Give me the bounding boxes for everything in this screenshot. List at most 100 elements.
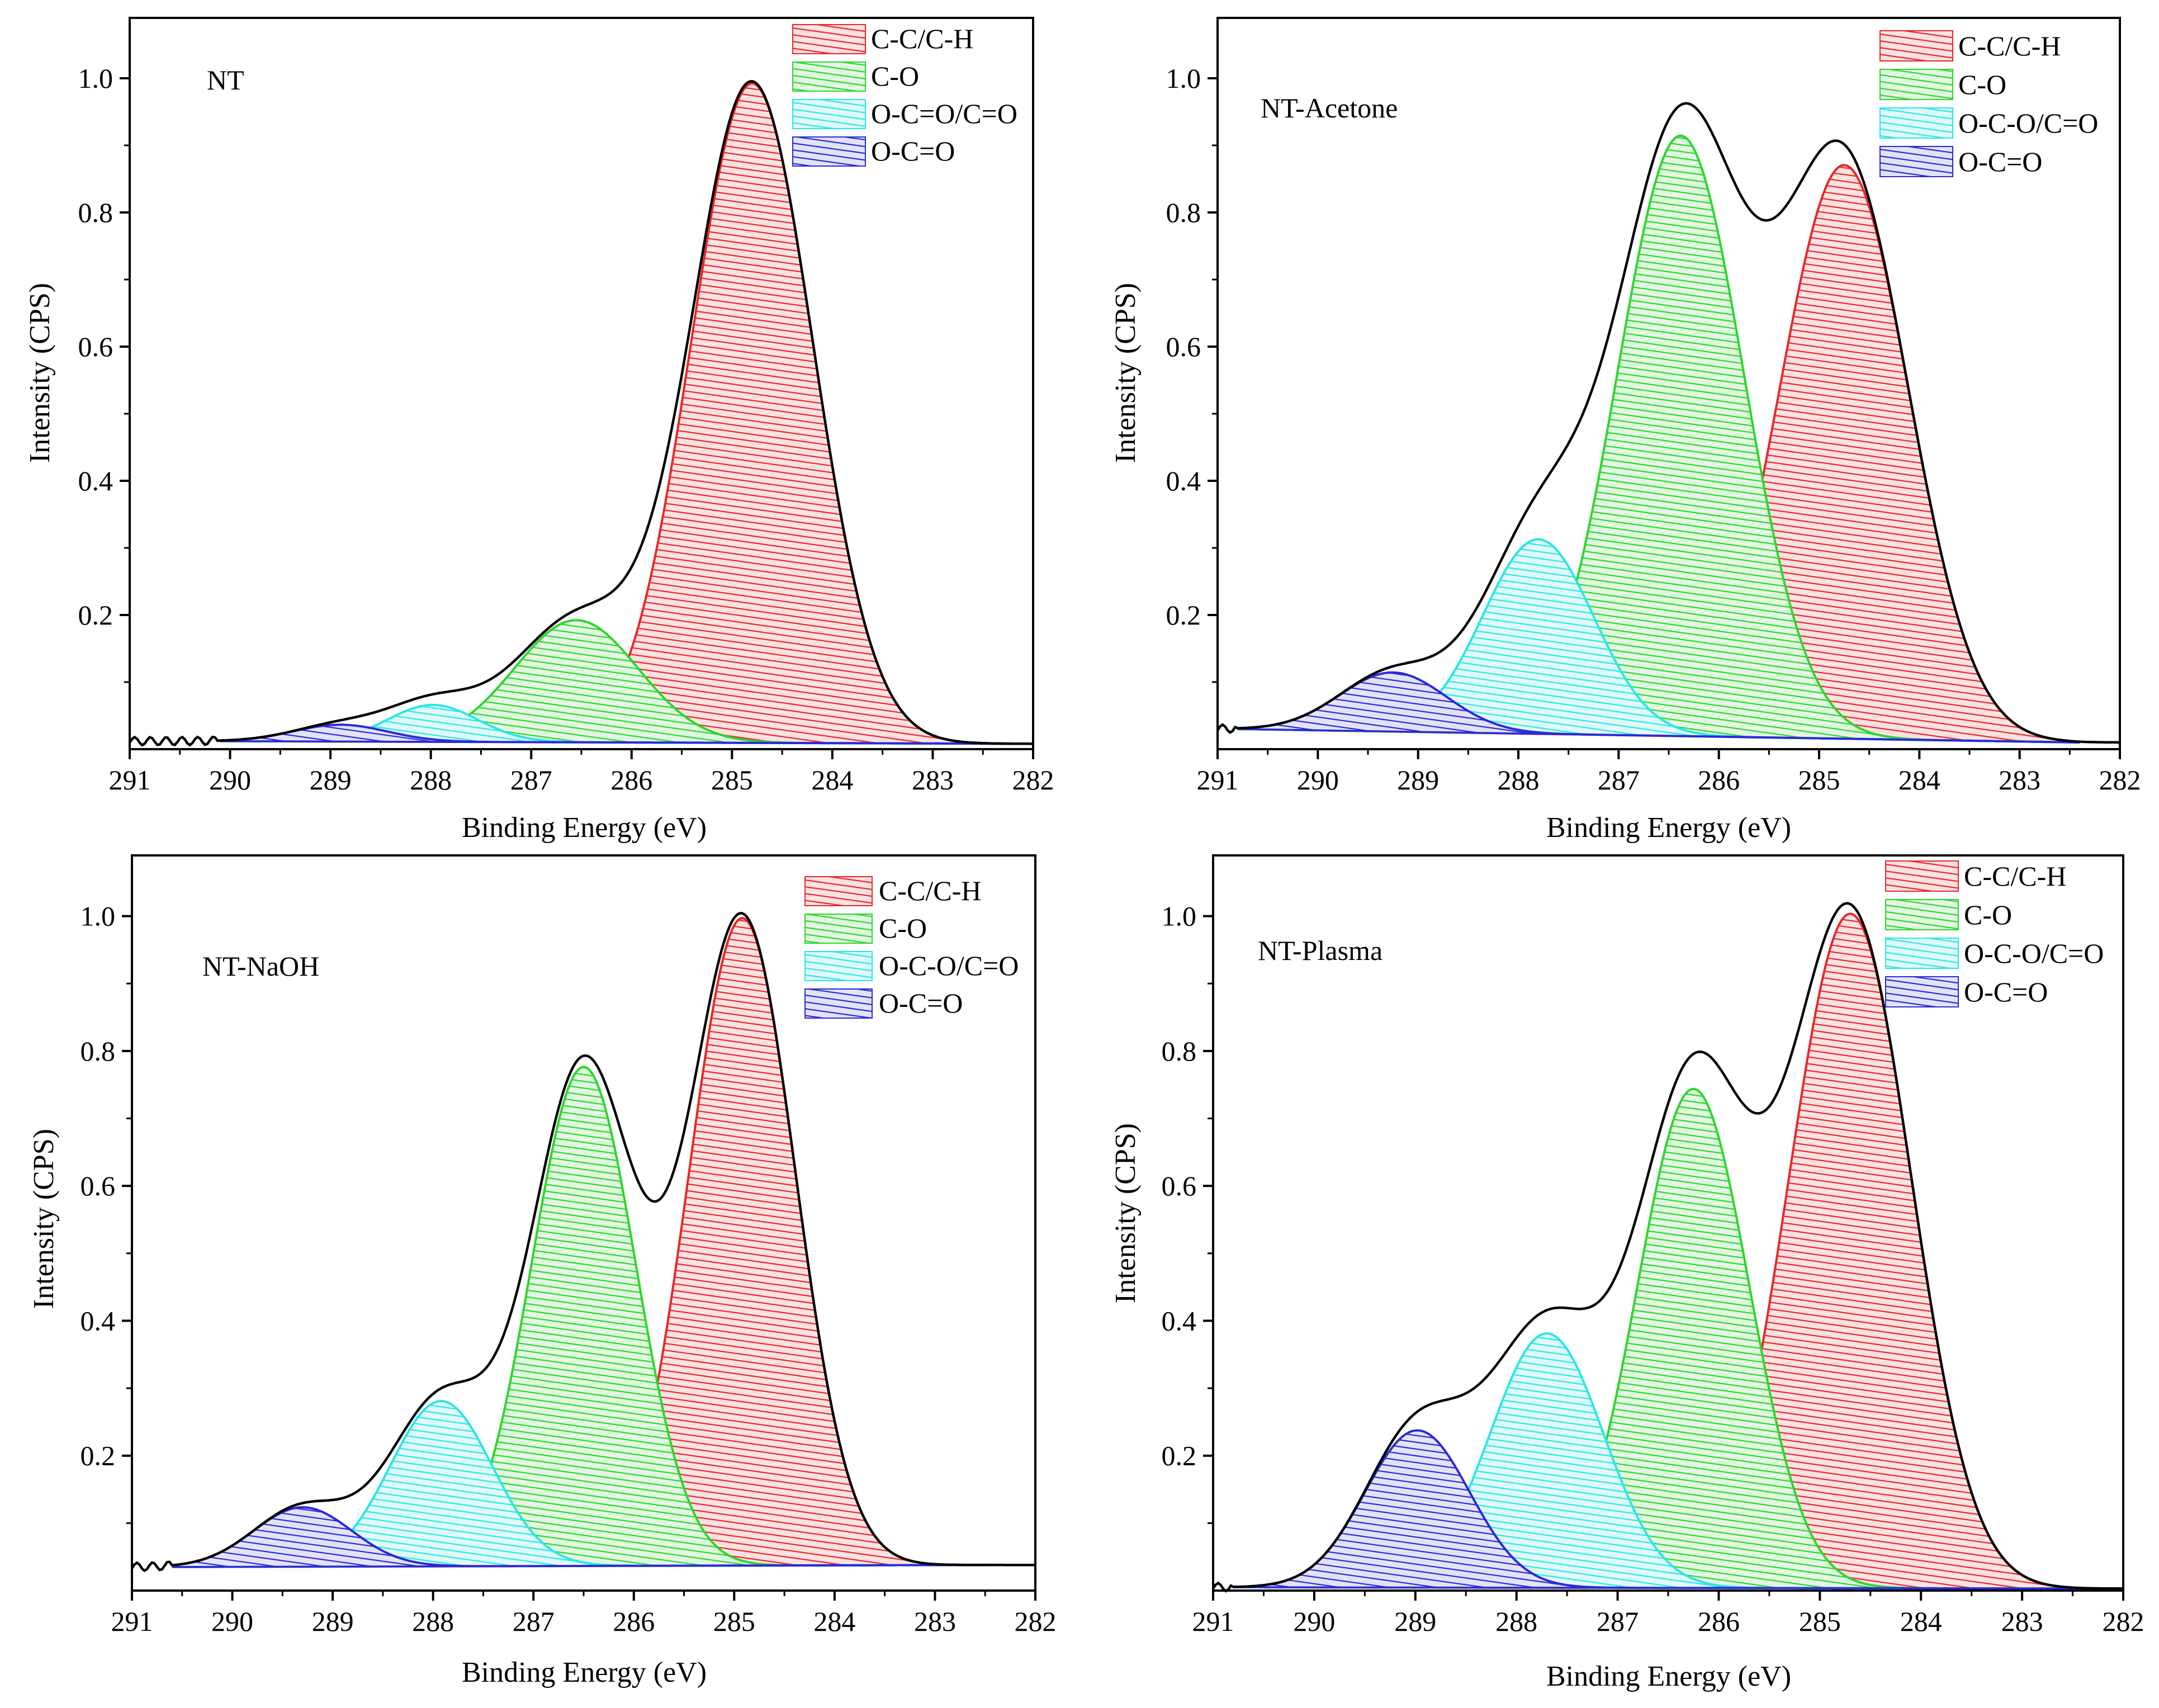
legend-label-o-c-eq-o: O-C=O [1958, 146, 2042, 177]
peak-fill-0 [1233, 914, 2093, 1589]
y-tick-label: 0.4 [78, 465, 113, 496]
baseline-line [172, 1564, 986, 1568]
plot-area: 291 290 289 288 287 286 285 284 283 282 0.2 0.4 0.6 0… [1166, 17, 2141, 796]
legend-label-o-c-eq-o: O-C=O [871, 135, 955, 167]
peak-line-0 [220, 82, 1033, 745]
peak-fill-1 [172, 1067, 986, 1567]
x-tick-label: 291 [111, 1606, 153, 1637]
plot-area: 291 290 289 288 287 286 285 284 283 282 0.2 0.4 0.6 0… [78, 17, 1054, 796]
x-axis-title: Binding Energy (eV) [462, 812, 707, 844]
x-tick-label: 290 [209, 764, 251, 796]
envelope-line [129, 80, 1033, 747]
y-tick-label: 0.4 [1166, 465, 1201, 496]
x-tick-label: 287 [1598, 764, 1640, 796]
legend-swatch-c-c [1885, 860, 1959, 892]
panel-title: NT-Plasma [1258, 935, 1382, 966]
peak-fill-2 [172, 1401, 986, 1567]
panel-nt-plasma: 291 290 289 288 287 286 285 284 283 282 0.2 0.4 0.6 0… [1110, 854, 2144, 1692]
legend-swatch-o-c-o [792, 99, 866, 129]
peak-fill-1 [1233, 1089, 2093, 1589]
x-tick-label: 288 [410, 764, 452, 796]
x-tick-label: 287 [513, 1606, 555, 1637]
x-tick-label: 283 [912, 764, 954, 796]
legend-swatch-o-c-eq-o [1885, 976, 1959, 1007]
x-tick-label: 286 [1698, 1606, 1740, 1637]
panel-nt: 291 290 289 288 287 286 285 284 283 282 0.2 0.4 0.6 0… [24, 17, 1054, 844]
x-tick-label: 287 [510, 764, 552, 796]
x-tick-label: 284 [811, 764, 853, 796]
y-tick-label: 0.6 [81, 1170, 116, 1201]
x-tick-label: 289 [1397, 764, 1439, 796]
panel-title: NT [207, 64, 244, 96]
x-axis-title: Binding Energy (eV) [462, 1657, 707, 1688]
legend: C-C/C-H C-O O-C-O/C=O O-C=O [1879, 30, 2098, 177]
y-axis-title: Intensity (CPS) [1110, 283, 1142, 463]
legend-swatch-c-c [804, 876, 873, 906]
x-tick-label: 284 [1900, 1606, 1942, 1637]
y-tick-label: 0.2 [1162, 1440, 1197, 1472]
peak-fill-3 [172, 1507, 986, 1567]
envelope-line [1216, 102, 2120, 744]
peak-fill-0 [220, 83, 1034, 744]
peak-fill-1 [220, 620, 1034, 744]
legend-swatch-o-c-eq-o [792, 136, 866, 167]
y-tick-label: 1.0 [81, 901, 116, 932]
legend-swatch-o-c-o [1885, 938, 1959, 969]
legend-swatch-c-o [1885, 899, 1959, 930]
plot-area: 291 290 289 288 287 286 285 284 283 282 0.2 0.4 0.6 0… [1162, 854, 2144, 1637]
peak-fill-3 [1233, 1430, 2093, 1589]
x-tick-label: 290 [1293, 1606, 1335, 1637]
peak-fill-0 [1237, 165, 2080, 742]
legend-label-c-o: C-O [1958, 69, 2006, 100]
baseline-line [1237, 728, 2080, 744]
x-tick-label: 284 [1898, 764, 1940, 796]
y-tick-label: 0.4 [1162, 1305, 1197, 1336]
x-tick-label: 284 [813, 1606, 855, 1637]
legend-label-o-c-o: O-C-O/C=O [1958, 107, 2098, 139]
x-tick-label: 282 [1015, 1606, 1057, 1637]
y-tick-label: 1.0 [78, 63, 113, 94]
y-tick-label: 0.8 [1166, 197, 1201, 228]
x-tick-label: 289 [310, 764, 352, 796]
y-tick-label: 0.8 [81, 1035, 116, 1067]
panel-title: NT-NaOH [202, 950, 319, 982]
x-tick-label: 286 [613, 1606, 655, 1637]
legend-swatch-c-o [804, 914, 873, 944]
legend-label-c-o: C-O [1964, 899, 2012, 930]
legend-swatch-c-c [1879, 30, 1953, 61]
y-tick-label: 0.8 [1162, 1035, 1197, 1067]
x-tick-label: 282 [2099, 764, 2141, 796]
x-tick-label: 285 [711, 764, 753, 796]
x-tick-label: 283 [1999, 764, 2040, 796]
x-tick-label: 288 [412, 1606, 454, 1637]
x-tick-label: 291 [1192, 1606, 1234, 1637]
x-tick-label: 286 [610, 764, 652, 796]
x-tick-label: 282 [2103, 1606, 2144, 1637]
peak-fill-2 [1237, 539, 2080, 742]
y-tick-label: 0.2 [78, 599, 113, 631]
panel-title: NT-Acetone [1261, 92, 1398, 124]
legend-swatch-o-c-o [1879, 107, 1953, 139]
x-axis-title: Binding Energy (eV) [1546, 812, 1791, 844]
legend-label-o-c-o: O-C-O/C=O [1964, 938, 2104, 969]
legend-swatch-o-c-eq-o [804, 988, 873, 1019]
legend-label-c-c: C-C/C-H [871, 23, 973, 54]
x-tick-label: 289 [312, 1606, 354, 1637]
y-axis-title: Intensity (CPS) [28, 1129, 60, 1309]
panel-nt-naoh: 291 290 289 288 287 286 285 284 283 282 0.2 0.4 0.6 0… [28, 854, 1057, 1688]
legend-label-o-c-o: O-C=O/C=O [871, 98, 1017, 129]
y-axis-title: Intensity (CPS) [1110, 1123, 1142, 1303]
x-tick-label: 285 [1799, 1606, 1841, 1637]
x-tick-label: 283 [2001, 1606, 2043, 1637]
legend: C-C/C-H C-O O-C=O/C=O O-C=O [792, 23, 1017, 167]
x-axis-title: Binding Energy (eV) [1546, 1660, 1791, 1692]
legend-swatch-o-c-o [804, 951, 873, 981]
x-tick-label: 286 [1698, 764, 1740, 796]
x-tick-label: 290 [211, 1606, 253, 1637]
peak-fill-3 [1237, 672, 2080, 742]
legend-label-o-c-eq-o: O-C=O [879, 987, 963, 1019]
x-tick-label: 290 [1297, 764, 1339, 796]
x-tick-label: 282 [1012, 764, 1054, 796]
y-tick-label: 0.6 [1162, 1170, 1197, 1201]
